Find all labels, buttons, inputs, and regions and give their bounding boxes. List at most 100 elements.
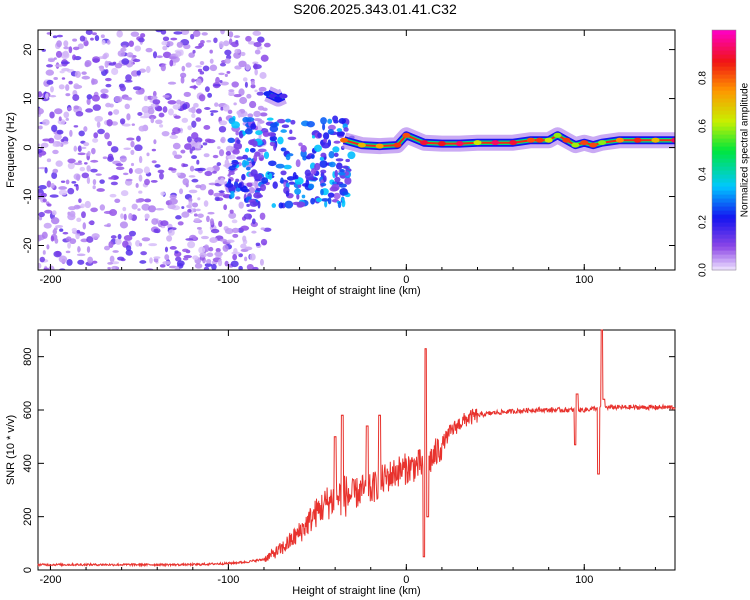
noise-blob	[42, 138, 52, 142]
cloud-blob	[275, 163, 285, 169]
noise-blob	[82, 222, 87, 230]
cloud-blob	[302, 155, 307, 161]
noise-blob	[190, 33, 195, 40]
noise-blob	[105, 77, 112, 82]
noise-blob	[161, 40, 168, 46]
noise-blob	[145, 47, 153, 53]
noise-blob	[50, 235, 55, 242]
noise-blob	[193, 102, 199, 108]
noise-blob	[215, 76, 220, 85]
cloud-blob	[332, 146, 340, 153]
noise-blob	[148, 243, 158, 247]
noise-blob	[149, 257, 153, 264]
noise-blob	[176, 41, 184, 48]
cloud-blob	[285, 154, 291, 161]
noise-blob	[56, 34, 63, 38]
snr-spike-point	[603, 398, 605, 400]
noise-blob	[131, 203, 138, 210]
cloud-blob	[336, 128, 343, 132]
colorbar-swatch	[712, 178, 736, 183]
main-band-point	[526, 137, 535, 143]
noise-blob	[200, 235, 209, 240]
cloud-blob	[244, 160, 250, 166]
colorbar-swatch	[712, 58, 736, 63]
colorbar-tick-label: 0.2	[698, 215, 709, 229]
noise-blob	[183, 91, 192, 97]
noise-blob	[76, 174, 81, 182]
noise-blob	[134, 144, 143, 152]
heatmap-y-tick-label: 10	[22, 92, 34, 104]
noise-blob	[250, 79, 255, 86]
main-band-point	[509, 140, 518, 146]
noise-blob	[51, 210, 57, 216]
noise-blob	[196, 159, 200, 165]
noise-blob	[231, 81, 239, 88]
main-band-point	[598, 140, 607, 146]
noise-blob	[198, 246, 206, 254]
noise-blob	[218, 125, 227, 133]
noise-blob	[222, 104, 230, 112]
cloud-blob	[277, 118, 286, 124]
noise-blob	[233, 102, 237, 106]
cloud-blob	[304, 169, 312, 177]
noise-blob	[189, 165, 195, 172]
colorbar-swatch	[712, 74, 736, 79]
noise-blob	[79, 35, 86, 42]
snr-spike-point	[601, 329, 603, 331]
noise-blob	[58, 189, 68, 196]
noise-blob	[173, 31, 183, 35]
noise-blob	[52, 228, 58, 235]
cloud-blob	[253, 154, 258, 163]
noise-blob	[181, 117, 189, 123]
noise-blob	[195, 108, 202, 114]
noise-blob	[63, 46, 70, 50]
noise-blob	[208, 189, 214, 196]
noise-blob	[126, 137, 135, 141]
noise-blob	[119, 221, 129, 229]
noise-blob	[180, 30, 190, 36]
noise-blob	[139, 260, 147, 264]
noise-blob	[181, 211, 190, 218]
noise-blob	[79, 166, 86, 172]
noise-blob	[141, 237, 151, 242]
snr-spike-point	[379, 414, 381, 416]
noise-blob	[117, 233, 122, 240]
noise-blob	[97, 128, 105, 135]
noise-blob	[252, 266, 259, 270]
noise-blob	[138, 190, 143, 194]
main-band-point	[553, 132, 562, 138]
noise-blob	[46, 32, 52, 35]
noise-blob	[111, 265, 119, 270]
noise-blob	[240, 51, 246, 57]
noise-blob	[126, 113, 131, 121]
cloud-blob	[335, 162, 343, 170]
cloud-blob	[244, 147, 250, 153]
cloud-blob	[334, 169, 339, 178]
noise-blob	[233, 35, 241, 39]
noise-blob	[204, 138, 212, 143]
cloud-blob	[246, 182, 253, 188]
noise-blob	[211, 263, 217, 270]
noise-blob	[238, 88, 245, 96]
heatmap-y-tick-label: 20	[22, 43, 34, 55]
noise-blob	[123, 147, 131, 151]
main-band-point	[402, 132, 411, 138]
noise-blob	[111, 67, 119, 76]
noise-blob	[68, 206, 77, 211]
main-band-point	[357, 142, 366, 148]
colorbar-swatch	[712, 238, 736, 243]
colorbar-swatch	[712, 162, 736, 167]
noise-blob	[204, 107, 211, 110]
colorbar-swatch	[712, 30, 736, 35]
noise-blob	[46, 79, 54, 85]
noise-blob	[173, 154, 183, 159]
noise-blob	[61, 61, 70, 65]
noise-blob	[191, 178, 199, 183]
noise-blob	[126, 52, 134, 58]
colorbar-swatch	[712, 62, 736, 67]
noise-blob	[244, 246, 253, 251]
cloud-blob	[336, 130, 345, 137]
noise-blob	[91, 78, 98, 85]
colorbar-tick-label: 0.4	[698, 167, 709, 181]
cloud-blob	[311, 135, 316, 139]
